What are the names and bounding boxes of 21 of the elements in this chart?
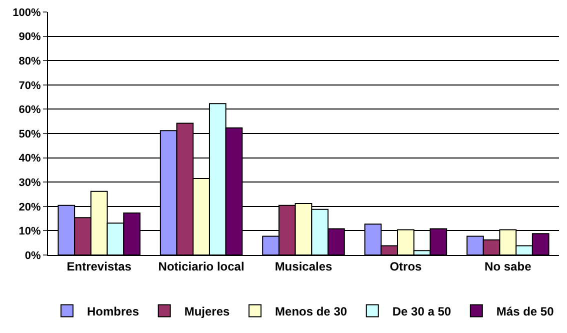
legend-label: Hombres — [87, 304, 140, 318]
y-tick-label: 80% — [18, 55, 42, 68]
x-tick-label: Entrevistas — [66, 259, 132, 274]
x-tick-label: Noticiario local — [158, 259, 244, 274]
y-tick-label: 30% — [18, 176, 42, 189]
y-tick-label: 90% — [18, 31, 42, 44]
y-tick-label: 20% — [18, 201, 42, 214]
y-tick-label: 60% — [18, 104, 42, 116]
y-tick-label: 0% — [24, 250, 42, 262]
y-tick-label: 10% — [18, 226, 42, 238]
y-tick-label: 50% — [18, 128, 42, 140]
legend-label: De 30 a 50 — [392, 304, 452, 318]
y-tick-label: 100% — [12, 6, 42, 19]
y-tick-label: 70% — [18, 80, 42, 92]
x-tick-label: No sabe — [484, 259, 532, 274]
y-tick-label: 40% — [18, 152, 42, 165]
x-tick-label: Musicales — [274, 259, 332, 274]
legend-label: Mujeres — [184, 304, 230, 318]
legend-label: Más de 50 — [496, 304, 554, 318]
legend-label: Menos de 30 — [275, 304, 348, 318]
x-tick-label: Otros — [390, 259, 422, 274]
